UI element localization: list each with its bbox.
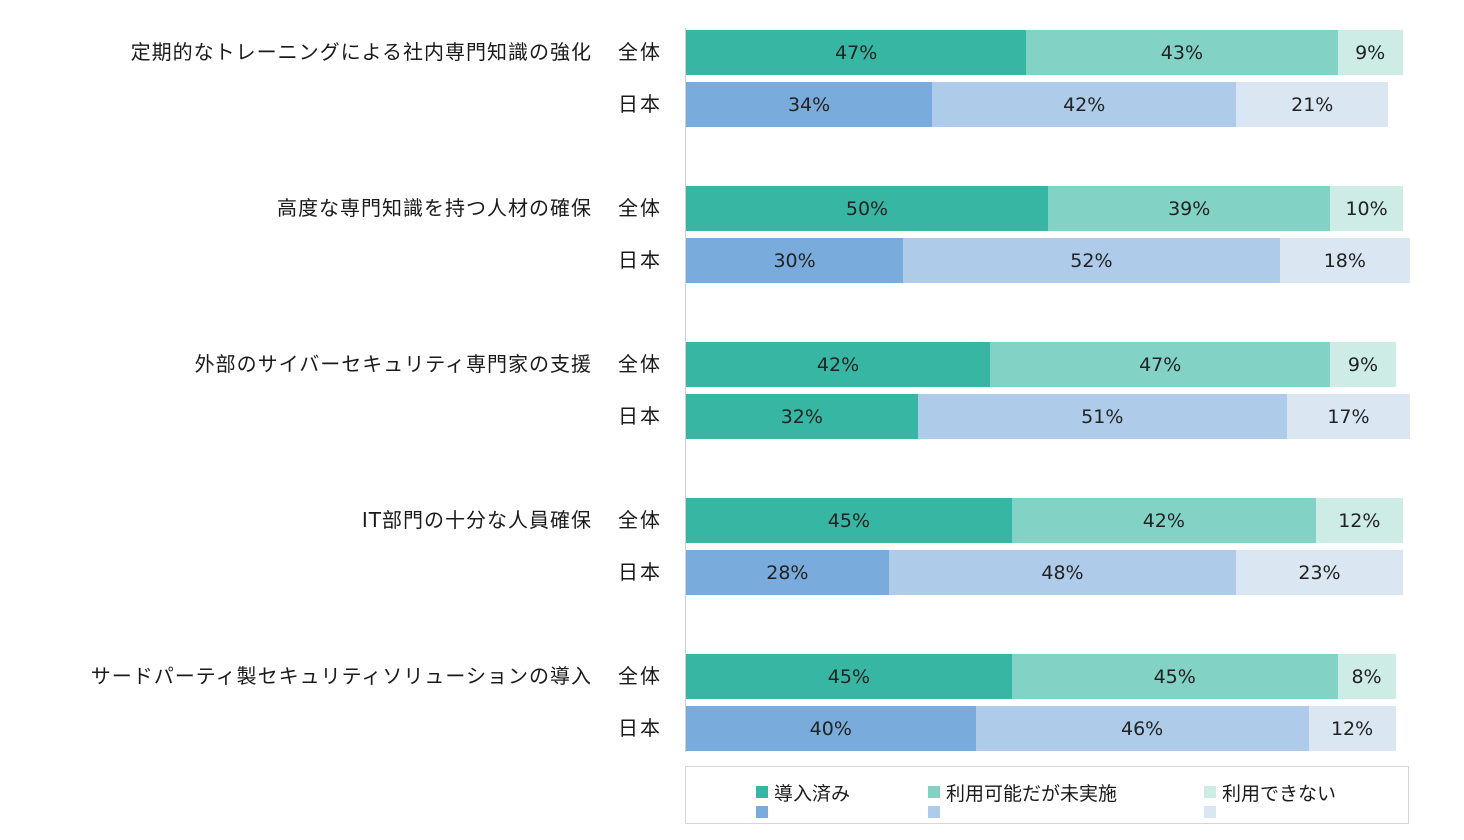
- bar-segment: 17%: [1286, 394, 1410, 439]
- bar-segment: 42%: [1011, 498, 1316, 543]
- legend-swatch: [928, 806, 940, 818]
- legend-swatch: [1204, 806, 1216, 818]
- row-label: 全体: [618, 352, 662, 376]
- legend: 導入済み 利用可能だが未実施 利用できない: [685, 766, 1409, 824]
- bar-segment: 23%: [1236, 550, 1403, 595]
- bar-segment: 39%: [1048, 186, 1331, 231]
- bar-segment: 45%: [686, 654, 1012, 699]
- bar-segment: 50%: [686, 186, 1048, 231]
- row-label: 全体: [618, 508, 662, 532]
- bar-segment: 47%: [990, 342, 1331, 387]
- bar-segment: 10%: [1330, 186, 1403, 231]
- row-label: 全体: [618, 196, 662, 220]
- legend-swatch: [756, 806, 768, 818]
- bar-segment: 52%: [903, 238, 1280, 283]
- bar-segment: 42%: [932, 82, 1237, 127]
- category-label: 外部のサイバーセキュリティ専門家の支援: [194, 352, 592, 376]
- bar-segment: 45%: [1011, 654, 1338, 699]
- bar-segment: 46%: [975, 706, 1309, 751]
- row-label: 日本: [618, 248, 662, 272]
- bar-segment: 9%: [1330, 342, 1396, 387]
- bar-segment: 30%: [686, 238, 904, 283]
- bar-segment: 12%: [1308, 706, 1396, 751]
- legend-label: 利用できない: [1222, 783, 1337, 805]
- row-label: 全体: [618, 40, 662, 64]
- category-axis-line: [685, 28, 686, 752]
- legend-label: 導入済み: [774, 783, 851, 805]
- legend-swatch: [756, 786, 768, 798]
- bar-segment: 18%: [1279, 238, 1410, 283]
- category-label: サードパーティ製セキュリティソリューションの導入: [90, 664, 592, 688]
- legend-swatch: [928, 786, 940, 798]
- bar-segment: 40%: [686, 706, 976, 751]
- row-label: 日本: [618, 404, 662, 428]
- bar-segment: 28%: [686, 550, 889, 595]
- category-label: 定期的なトレーニングによる社内専門知識の強化: [130, 40, 592, 64]
- legend-item: 導入済み: [756, 779, 850, 826]
- bar-segment: 45%: [686, 498, 1012, 543]
- bar-segment: 8%: [1337, 654, 1396, 699]
- legend-item: 利用可能だが未実施: [928, 779, 1117, 826]
- row-label: 日本: [618, 560, 662, 584]
- legend-swatch: [1204, 786, 1216, 798]
- bar-segment: 48%: [888, 550, 1237, 595]
- bar-segment: 47%: [686, 30, 1027, 75]
- category-label: IT部門の十分な人員確保: [361, 508, 592, 532]
- bar-segment: 42%: [686, 342, 991, 387]
- row-label: 日本: [618, 92, 662, 116]
- bar-segment: 34%: [686, 82, 933, 127]
- row-label: 日本: [618, 716, 662, 740]
- bar-segment: 9%: [1337, 30, 1403, 75]
- bar-segment: 12%: [1315, 498, 1403, 543]
- category-label: 高度な専門知識を持つ人材の確保: [277, 196, 592, 220]
- legend-item: 利用できない: [1204, 779, 1336, 826]
- bar-segment: 43%: [1026, 30, 1338, 75]
- bar-segment: 32%: [686, 394, 918, 439]
- bar-segment: 51%: [917, 394, 1287, 439]
- bar-segment: 21%: [1236, 82, 1389, 127]
- legend-label: 利用可能だが未実施: [946, 783, 1118, 805]
- row-label: 全体: [618, 664, 662, 688]
